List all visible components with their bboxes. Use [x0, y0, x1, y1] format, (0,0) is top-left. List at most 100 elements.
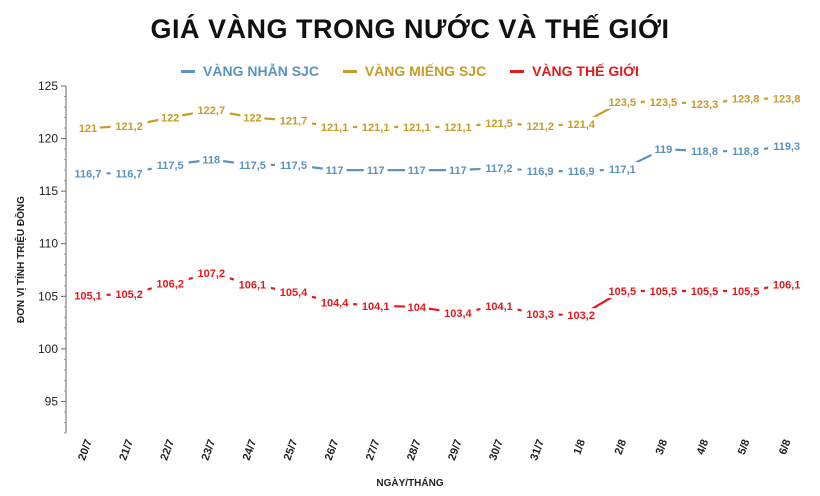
data-label-bg	[768, 277, 806, 292]
data-label-bg	[651, 142, 676, 157]
data-label-vang-the-gioi: 103,2	[567, 310, 595, 322]
legend-item-vang-nhan-sjc[interactable]: VÀNG NHẪN SJC	[181, 63, 319, 79]
x-tick-label: 22/7	[158, 438, 177, 462]
data-label-bg	[446, 163, 470, 178]
data-label-vang-the-gioi: 107,2	[198, 268, 226, 280]
y-axis-title: ĐƠN VỊ TÍNH TRIỆU ĐỒNG	[14, 196, 27, 323]
data-label-bg	[275, 157, 312, 172]
x-tick-label: 29/7	[446, 438, 465, 462]
data-label-vang-mieng-sjc: 123,8	[732, 94, 760, 106]
x-tick-label: 5/8	[736, 438, 753, 456]
data-label-vang-the-gioi: 106,1	[773, 280, 801, 292]
x-tick-label: 23/7	[200, 438, 219, 462]
legend-item-vang-mieng-sjc[interactable]: VÀNG MIẾNG SJC	[342, 63, 487, 79]
y-tick-label: 105	[38, 289, 58, 303]
data-label-bg	[686, 96, 723, 111]
data-label-bg	[110, 118, 148, 133]
x-tick-label: 27/7	[364, 438, 383, 462]
data-label-bg	[439, 120, 477, 135]
data-label-bg	[562, 116, 600, 131]
data-label-bg	[110, 166, 148, 181]
data-label-bg	[562, 164, 600, 179]
x-tick-label: 30/7	[487, 438, 506, 462]
data-label-vang-mieng-sjc: 121,2	[526, 121, 554, 133]
data-label-vang-mieng-sjc: 122	[243, 113, 261, 125]
legend-label-vang-nhan-sjc: VÀNG NHẪN SJC	[203, 63, 319, 79]
data-label-bg	[768, 138, 806, 153]
data-label-bg	[727, 284, 765, 299]
data-label-vang-nhan-sjc: 117,1	[609, 164, 636, 176]
data-label-vang-mieng-sjc: 121	[79, 123, 97, 135]
data-label-bg	[603, 162, 641, 177]
data-label-vang-the-gioi: 104,1	[485, 301, 513, 313]
data-label-bg	[562, 308, 600, 323]
data-label-bg	[151, 157, 189, 172]
legend-label-vang-mieng-sjc: VÀNG MIẾNG SJC	[364, 63, 487, 79]
data-label-vang-the-gioi: 103,4	[444, 308, 472, 320]
data-label-bg	[398, 120, 436, 135]
data-label-bg	[275, 285, 312, 300]
data-label-vang-nhan-sjc: 119	[655, 144, 673, 156]
data-label-bg	[480, 115, 518, 130]
data-label-vang-mieng-sjc: 123,8	[773, 94, 801, 106]
x-tick-label: 3/8	[654, 438, 671, 456]
data-label-vang-mieng-sjc: 121,7	[280, 116, 308, 128]
data-label-vang-the-gioi: 105,5	[609, 286, 637, 298]
x-tick-label: 28/7	[405, 438, 424, 462]
data-label-bg	[151, 276, 189, 291]
data-label-bg	[521, 307, 559, 322]
legend-item-vang-the-gioi[interactable]: VÀNG THẾ GIỚI	[510, 63, 639, 79]
x-axis-title: NGÀY/THÁNG	[376, 476, 443, 489]
data-label-bg	[158, 110, 183, 125]
data-label-vang-the-gioi: 106,2	[156, 279, 184, 291]
data-label-bg	[727, 91, 765, 106]
y-tick-label: 110	[39, 237, 58, 251]
legend-swatch-vang-nhan-sjc	[181, 69, 196, 73]
data-label-vang-nhan-sjc: 117	[367, 165, 385, 177]
data-label-vang-nhan-sjc: 117	[449, 165, 467, 177]
data-label-vang-mieng-sjc: 123,5	[609, 97, 637, 109]
chart-title: GIÁ VÀNG TRONG NƯỚC VÀ THẾ GIỚI	[150, 14, 670, 44]
x-tick-label: 6/8	[777, 438, 794, 456]
legend-swatch-vang-the-gioi	[510, 69, 525, 73]
data-label-vang-nhan-sjc: 119,3	[773, 141, 800, 153]
data-label-bg	[316, 120, 354, 135]
data-label-bg	[199, 152, 224, 167]
data-label-bg	[316, 295, 354, 310]
data-label-bg	[363, 163, 388, 178]
data-label-vang-the-gioi: 105,5	[732, 286, 760, 298]
data-label-bg	[439, 306, 477, 321]
data-label-bg	[480, 161, 518, 176]
data-label-vang-mieng-sjc: 121,2	[115, 121, 143, 133]
series-line-vang-nhan-sjc	[88, 144, 787, 175]
x-tick-label: 20/7	[76, 438, 95, 462]
y-tick-label: 115	[39, 184, 58, 198]
data-label-vang-the-gioi: 105,5	[691, 286, 719, 298]
data-label-bg	[240, 110, 265, 125]
data-label-vang-nhan-sjc: 117,5	[239, 160, 266, 172]
data-label-bg	[322, 163, 347, 178]
data-label-bg	[275, 113, 312, 128]
data-label-bg	[404, 163, 429, 178]
data-label-bg	[480, 298, 518, 313]
data-label-vang-nhan-sjc: 117,5	[157, 160, 184, 172]
data-label-vang-nhan-sjc: 118,8	[691, 146, 718, 158]
data-label-vang-the-gioi: 105,5	[650, 286, 678, 298]
y-tick-label: 95	[45, 394, 59, 408]
x-tick-label: 21/7	[117, 438, 136, 462]
x-tick-label: 2/8	[613, 438, 630, 456]
x-tick-label: 25/7	[282, 438, 301, 462]
data-label-bg	[603, 284, 641, 299]
data-label-vang-nhan-sjc: 117,5	[280, 160, 307, 172]
data-label-vang-nhan-sjc: 118	[202, 155, 220, 167]
data-label-bg	[603, 94, 641, 109]
data-label-vang-mieng-sjc: 122	[161, 113, 179, 125]
data-label-bg	[644, 94, 682, 109]
x-tick-label: 1/8	[572, 438, 589, 456]
data-label-vang-the-gioi: 103,3	[526, 309, 554, 321]
data-label-vang-mieng-sjc: 121,5	[485, 118, 513, 130]
data-label-vang-mieng-sjc: 122,7	[198, 105, 226, 117]
data-label-vang-nhan-sjc: 116,7	[116, 168, 143, 180]
data-label-bg	[404, 299, 429, 314]
y-tick-label: 100	[38, 342, 58, 356]
